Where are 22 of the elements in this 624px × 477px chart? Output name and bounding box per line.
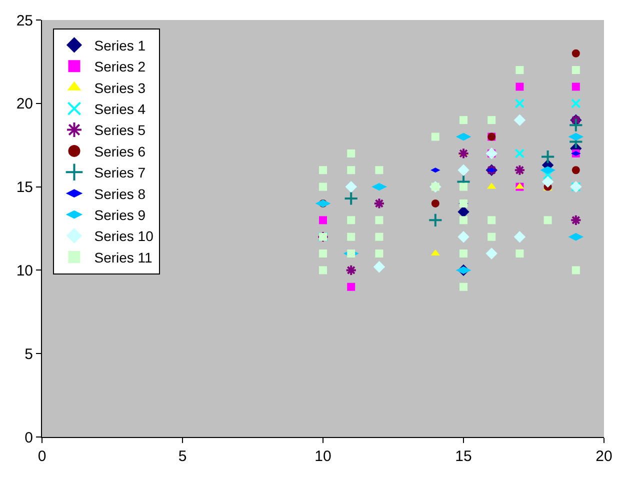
- legend-label: Series 4: [94, 101, 146, 117]
- y-tick-label: 15: [16, 179, 33, 196]
- x-tick-label: 0: [38, 448, 46, 465]
- y-tick-label: 0: [24, 429, 33, 446]
- legend-label: Series 3: [94, 80, 146, 96]
- legend-label: Series 5: [94, 122, 146, 138]
- x-tick-label: 15: [455, 448, 472, 465]
- legend-label: Series 11: [94, 249, 153, 266]
- y-tick-label: 10: [16, 262, 33, 280]
- x-tick-label: 5: [178, 448, 187, 465]
- y-tick-label: 5: [24, 346, 33, 363]
- x-tick-label: 10: [314, 448, 332, 465]
- legend-label: Series 6: [94, 143, 146, 160]
- legend-label: Series 10: [94, 228, 154, 244]
- legend-label: Series 1: [94, 37, 146, 54]
- y-tick-label: 20: [16, 96, 33, 113]
- y-tick-label: 25: [16, 12, 33, 30]
- legend-label: Series 2: [94, 58, 146, 75]
- legend-label: Series 8: [94, 186, 146, 202]
- x-tick-label: 20: [596, 448, 612, 465]
- legend-label: Series 7: [94, 164, 146, 181]
- legend-label: Series 9: [94, 207, 146, 223]
